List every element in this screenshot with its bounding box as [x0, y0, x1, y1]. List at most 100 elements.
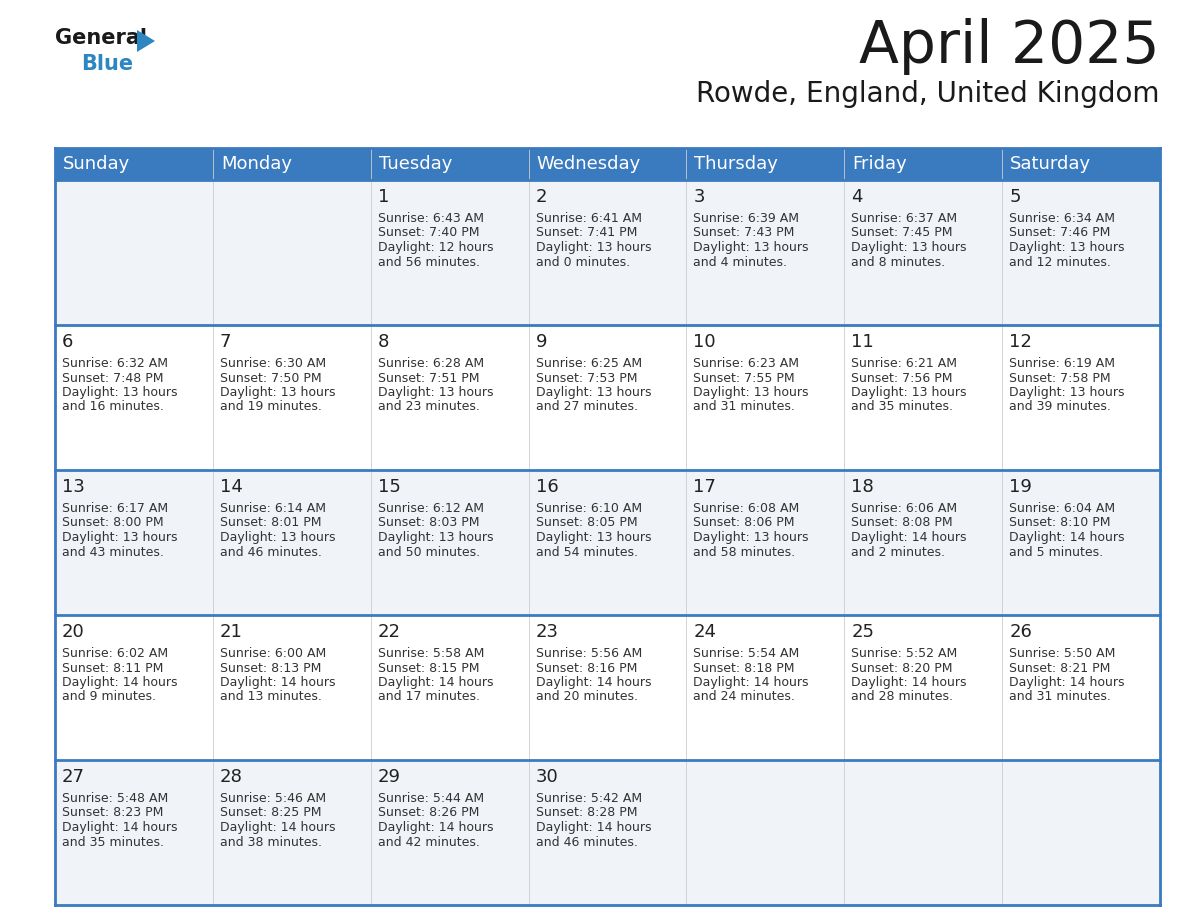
Text: and 50 minutes.: and 50 minutes.: [378, 545, 480, 558]
Text: 15: 15: [378, 478, 400, 496]
Text: April 2025: April 2025: [859, 18, 1159, 75]
Text: 19: 19: [1009, 478, 1032, 496]
Text: Daylight: 14 hours: Daylight: 14 hours: [220, 821, 335, 834]
Text: Sunrise: 6:30 AM: Sunrise: 6:30 AM: [220, 357, 326, 370]
Text: 14: 14: [220, 478, 242, 496]
Text: Sunset: 8:11 PM: Sunset: 8:11 PM: [62, 662, 164, 675]
Text: Sunset: 8:10 PM: Sunset: 8:10 PM: [1009, 517, 1111, 530]
Text: 10: 10: [694, 333, 716, 351]
Text: Daylight: 13 hours: Daylight: 13 hours: [220, 386, 335, 399]
Text: Sunset: 8:05 PM: Sunset: 8:05 PM: [536, 517, 637, 530]
Text: Daylight: 13 hours: Daylight: 13 hours: [62, 386, 177, 399]
Text: Sunset: 8:06 PM: Sunset: 8:06 PM: [694, 517, 795, 530]
Text: and 43 minutes.: and 43 minutes.: [62, 545, 164, 558]
Text: Sunrise: 6:25 AM: Sunrise: 6:25 AM: [536, 357, 642, 370]
Text: and 46 minutes.: and 46 minutes.: [536, 835, 638, 848]
Text: Sunset: 7:53 PM: Sunset: 7:53 PM: [536, 372, 637, 385]
Text: Sunset: 8:23 PM: Sunset: 8:23 PM: [62, 807, 164, 820]
Text: Sunset: 7:56 PM: Sunset: 7:56 PM: [852, 372, 953, 385]
Text: Sunrise: 6:43 AM: Sunrise: 6:43 AM: [378, 212, 484, 225]
Text: and 8 minutes.: and 8 minutes.: [852, 255, 946, 268]
Text: Thursday: Thursday: [695, 155, 778, 173]
Text: 8: 8: [378, 333, 390, 351]
Text: 26: 26: [1009, 623, 1032, 641]
Text: Sunset: 8:25 PM: Sunset: 8:25 PM: [220, 807, 322, 820]
Text: Sunset: 8:26 PM: Sunset: 8:26 PM: [378, 807, 479, 820]
Text: Sunrise: 5:42 AM: Sunrise: 5:42 AM: [536, 792, 642, 805]
Text: Saturday: Saturday: [1010, 155, 1092, 173]
Text: Daylight: 13 hours: Daylight: 13 hours: [852, 241, 967, 254]
Text: Sunday: Sunday: [63, 155, 131, 173]
Text: Sunset: 7:58 PM: Sunset: 7:58 PM: [1009, 372, 1111, 385]
Text: Sunrise: 5:52 AM: Sunrise: 5:52 AM: [852, 647, 958, 660]
Text: and 28 minutes.: and 28 minutes.: [852, 690, 953, 703]
Text: Sunset: 7:50 PM: Sunset: 7:50 PM: [220, 372, 322, 385]
Text: Sunset: 8:28 PM: Sunset: 8:28 PM: [536, 807, 637, 820]
Bar: [845, 148, 1003, 180]
Text: Tuesday: Tuesday: [379, 155, 453, 173]
Text: Sunrise: 6:19 AM: Sunrise: 6:19 AM: [1009, 357, 1116, 370]
Text: 29: 29: [378, 768, 400, 786]
Text: 16: 16: [536, 478, 558, 496]
Text: 30: 30: [536, 768, 558, 786]
Text: 13: 13: [62, 478, 84, 496]
Text: 1: 1: [378, 188, 390, 206]
Text: Daylight: 14 hours: Daylight: 14 hours: [62, 821, 177, 834]
Text: Daylight: 14 hours: Daylight: 14 hours: [378, 821, 493, 834]
Text: Sunset: 7:46 PM: Sunset: 7:46 PM: [1009, 227, 1111, 240]
Text: Sunrise: 6:08 AM: Sunrise: 6:08 AM: [694, 502, 800, 515]
Text: Sunset: 7:43 PM: Sunset: 7:43 PM: [694, 227, 795, 240]
Text: Sunset: 8:08 PM: Sunset: 8:08 PM: [852, 517, 953, 530]
Text: Sunset: 8:15 PM: Sunset: 8:15 PM: [378, 662, 479, 675]
Text: and 58 minutes.: and 58 minutes.: [694, 545, 796, 558]
Text: Sunset: 7:48 PM: Sunset: 7:48 PM: [62, 372, 164, 385]
Bar: [55, 148, 213, 180]
Text: Monday: Monday: [221, 155, 292, 173]
Text: Daylight: 13 hours: Daylight: 13 hours: [536, 386, 651, 399]
Text: Sunrise: 6:04 AM: Sunrise: 6:04 AM: [1009, 502, 1116, 515]
Text: 23: 23: [536, 623, 558, 641]
Bar: [213, 148, 371, 180]
Bar: [55, 470, 1159, 615]
Text: 6: 6: [62, 333, 74, 351]
Text: Daylight: 13 hours: Daylight: 13 hours: [694, 531, 809, 544]
Text: and 17 minutes.: and 17 minutes.: [378, 690, 480, 703]
Text: and 54 minutes.: and 54 minutes.: [536, 545, 638, 558]
Text: Daylight: 13 hours: Daylight: 13 hours: [1009, 386, 1125, 399]
Text: Sunrise: 6:39 AM: Sunrise: 6:39 AM: [694, 212, 800, 225]
Text: Sunset: 7:51 PM: Sunset: 7:51 PM: [378, 372, 479, 385]
Text: Daylight: 13 hours: Daylight: 13 hours: [536, 241, 651, 254]
Text: and 38 minutes.: and 38 minutes.: [220, 835, 322, 848]
Text: Sunrise: 6:41 AM: Sunrise: 6:41 AM: [536, 212, 642, 225]
Bar: [529, 148, 687, 180]
Text: and 20 minutes.: and 20 minutes.: [536, 690, 638, 703]
Text: Friday: Friday: [852, 155, 906, 173]
Bar: [55, 325, 1159, 470]
Text: Sunset: 7:55 PM: Sunset: 7:55 PM: [694, 372, 795, 385]
Text: Sunset: 8:16 PM: Sunset: 8:16 PM: [536, 662, 637, 675]
Text: and 24 minutes.: and 24 minutes.: [694, 690, 795, 703]
Text: 25: 25: [852, 623, 874, 641]
Text: and 16 minutes.: and 16 minutes.: [62, 400, 164, 413]
Text: Daylight: 13 hours: Daylight: 13 hours: [378, 531, 493, 544]
Text: and 42 minutes.: and 42 minutes.: [378, 835, 480, 848]
Text: Daylight: 14 hours: Daylight: 14 hours: [62, 676, 177, 689]
Text: Sunset: 7:41 PM: Sunset: 7:41 PM: [536, 227, 637, 240]
Text: Daylight: 13 hours: Daylight: 13 hours: [536, 531, 651, 544]
Text: Daylight: 14 hours: Daylight: 14 hours: [1009, 676, 1125, 689]
Text: and 5 minutes.: and 5 minutes.: [1009, 545, 1104, 558]
Text: Sunrise: 6:37 AM: Sunrise: 6:37 AM: [852, 212, 958, 225]
Text: Daylight: 12 hours: Daylight: 12 hours: [378, 241, 493, 254]
Text: 21: 21: [220, 623, 242, 641]
Text: Daylight: 13 hours: Daylight: 13 hours: [694, 386, 809, 399]
Text: 7: 7: [220, 333, 232, 351]
Text: Daylight: 13 hours: Daylight: 13 hours: [694, 241, 809, 254]
Text: Daylight: 14 hours: Daylight: 14 hours: [1009, 531, 1125, 544]
Text: Daylight: 13 hours: Daylight: 13 hours: [220, 531, 335, 544]
Text: Sunrise: 5:46 AM: Sunrise: 5:46 AM: [220, 792, 326, 805]
Text: 22: 22: [378, 623, 400, 641]
Text: and 13 minutes.: and 13 minutes.: [220, 690, 322, 703]
Text: Sunset: 8:20 PM: Sunset: 8:20 PM: [852, 662, 953, 675]
Bar: [371, 148, 529, 180]
Text: Sunset: 8:21 PM: Sunset: 8:21 PM: [1009, 662, 1111, 675]
